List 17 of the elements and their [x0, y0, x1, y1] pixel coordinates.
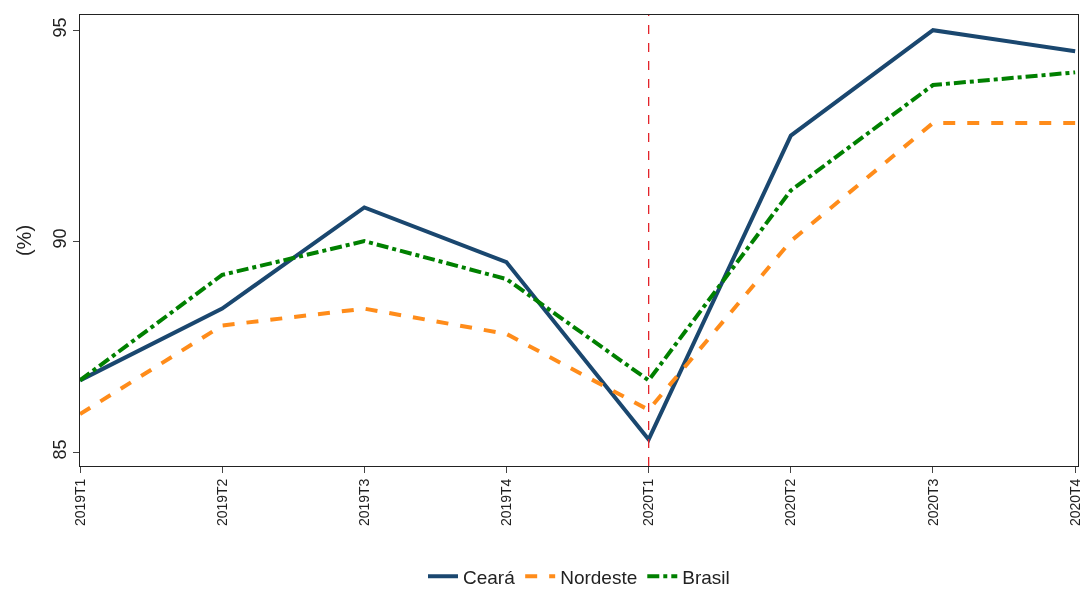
x-tick-label: 2019T1	[71, 478, 88, 527]
legend-label: Nordeste	[560, 566, 638, 588]
x-tick-label: 2019T3	[355, 478, 372, 527]
x-tick-label: 2020T2	[782, 478, 799, 527]
legend-label: Brasil	[682, 566, 730, 588]
x-tick-label: 2019T4	[498, 478, 515, 527]
x-tick-label: 2020T4	[1066, 478, 1083, 527]
y-axis-title: (%)	[13, 224, 36, 257]
line-series	[80, 70, 1078, 383]
y-tick-label: 95	[49, 17, 70, 38]
x-tick-label: 2020T1	[640, 478, 657, 527]
legend-label: Ceará	[463, 566, 516, 588]
x-tick-label: 2019T2	[213, 478, 230, 527]
y-tick-label: 90	[49, 228, 70, 249]
line-series	[80, 121, 1078, 417]
x-tick-label: 2020T3	[924, 478, 941, 527]
y-tick-label: 85	[49, 439, 70, 460]
